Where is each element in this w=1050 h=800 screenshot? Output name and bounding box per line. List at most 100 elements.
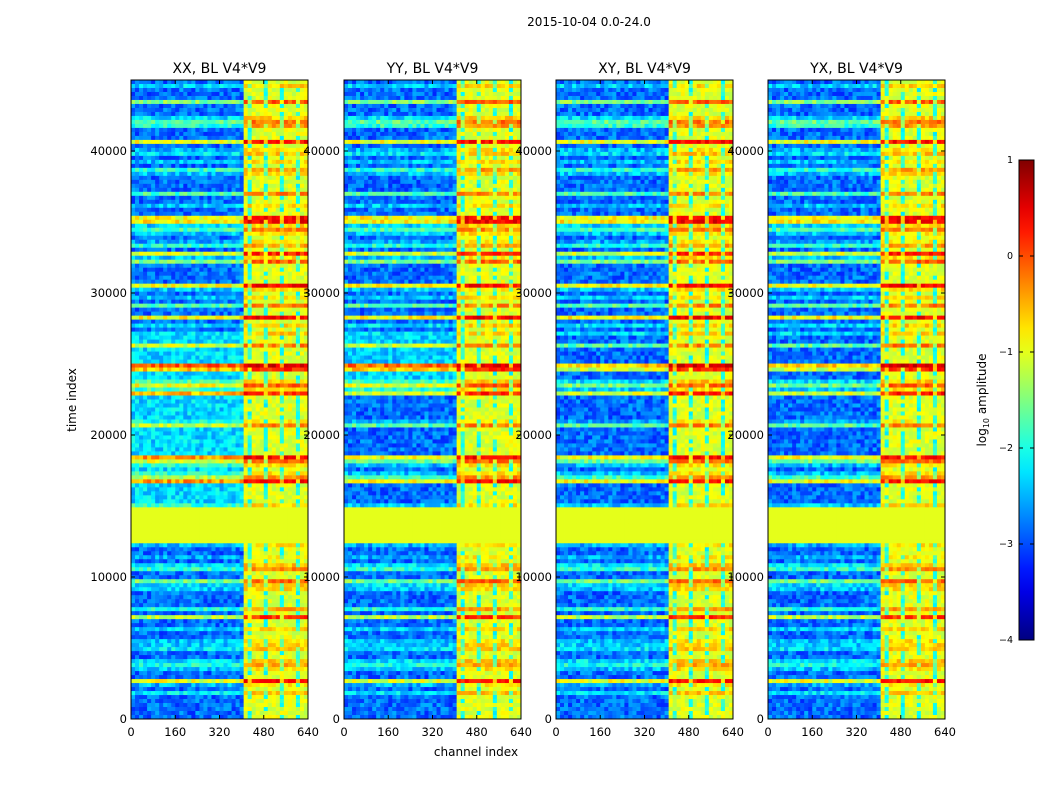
heatmap-cell (151, 339, 156, 344)
heatmap-cell (239, 115, 245, 121)
heatmap-cell (267, 275, 273, 281)
heatmap-cell (291, 295, 297, 301)
heatmap-cell (227, 159, 232, 165)
heatmap-cell (243, 155, 249, 161)
heatmap-cell (183, 179, 188, 185)
heatmap-cell (159, 223, 164, 229)
heatmap-cell (283, 151, 289, 157)
heatmap-cell (151, 275, 156, 281)
heatmap-cell (135, 211, 140, 217)
heatmap-cell (299, 367, 305, 372)
heatmap-cell (167, 515, 172, 520)
heatmap-cell (247, 219, 253, 225)
heatmap-cell (203, 503, 208, 508)
heatmap-cell (215, 183, 220, 189)
heatmap-cell (239, 215, 245, 221)
heatmap-cell (275, 155, 281, 161)
heatmap-cell (287, 311, 293, 317)
heatmap-cell (143, 499, 148, 504)
heatmap-cell (299, 371, 305, 376)
heatmap-cell (275, 347, 281, 352)
heatmap-cell (259, 211, 265, 217)
heatmap-cell (131, 263, 136, 269)
heatmap-cell (263, 419, 269, 424)
heatmap-cell (175, 267, 180, 273)
heatmap-cell (223, 267, 228, 273)
heatmap-cell (219, 83, 224, 89)
heatmap-cell (207, 80, 212, 85)
heatmap-cell (227, 315, 232, 321)
heatmap-cell (259, 435, 265, 440)
heatmap-cell (247, 187, 253, 193)
heatmap-cell (183, 123, 188, 129)
heatmap-cell (231, 119, 236, 125)
heatmap-cell (227, 455, 232, 460)
heatmap-cell (163, 115, 168, 121)
heatmap-cell (231, 80, 236, 85)
heatmap-cell (275, 487, 281, 492)
heatmap-cell (231, 87, 236, 93)
heatmap-cell (271, 143, 277, 149)
heatmap-cell (259, 295, 265, 301)
heatmap-cell (159, 455, 164, 460)
heatmap-cell (163, 311, 168, 317)
heatmap-cell (247, 99, 253, 105)
heatmap-cell (251, 311, 257, 317)
heatmap-cell (219, 531, 224, 536)
heatmap-cell (251, 447, 257, 452)
heatmap-cell (143, 143, 148, 149)
heatmap-cell (195, 115, 200, 121)
heatmap-cell (287, 171, 293, 177)
heatmap-cell (175, 495, 180, 500)
heatmap-cell (251, 387, 257, 392)
heatmap-cell (203, 143, 208, 149)
heatmap-cell (175, 115, 180, 121)
heatmap-cell (283, 299, 289, 305)
heatmap-cell (275, 467, 281, 472)
heatmap-cell (143, 527, 148, 532)
heatmap-cell (291, 203, 297, 209)
heatmap-cell (291, 403, 297, 408)
heatmap-cell (211, 403, 216, 408)
heatmap-cell (251, 223, 257, 229)
heatmap-cell (235, 263, 241, 269)
heatmap-cell (279, 247, 285, 253)
heatmap-cell (255, 227, 261, 233)
heatmap-cell (295, 279, 301, 285)
heatmap-cell (299, 495, 305, 500)
heatmap-cell (219, 291, 224, 297)
heatmap-cell (147, 407, 152, 412)
heatmap-cell (187, 239, 192, 245)
heatmap-cell (191, 299, 196, 305)
heatmap-cell (303, 199, 308, 205)
heatmap-cell (171, 395, 176, 400)
heatmap-cell (147, 527, 152, 532)
heatmap-cell (235, 515, 241, 520)
heatmap-cell (243, 91, 249, 97)
heatmap-cell (255, 327, 261, 332)
heatmap-cell (195, 511, 200, 516)
heatmap-cell (283, 279, 289, 285)
heatmap-cell (275, 379, 281, 384)
heatmap-cell (155, 471, 160, 476)
heatmap-cell (303, 283, 308, 289)
heatmap-cell (139, 351, 144, 356)
heatmap-cell (223, 299, 228, 305)
heatmap-cell (143, 447, 148, 452)
heatmap-cell (151, 515, 156, 520)
heatmap-cell (191, 435, 196, 440)
heatmap-cell (131, 515, 136, 520)
heatmap-cell (279, 215, 285, 221)
heatmap-cell (271, 343, 277, 348)
heatmap-cell (275, 479, 281, 484)
heatmap-cell (191, 411, 196, 416)
heatmap-cell (187, 455, 192, 460)
heatmap-cell (303, 227, 308, 233)
heatmap-cell (267, 479, 273, 484)
heatmap-cell (235, 443, 241, 448)
heatmap-cell (175, 447, 180, 452)
heatmap-cell (163, 315, 168, 321)
heatmap-cell (243, 339, 249, 344)
heatmap-cell (283, 375, 289, 380)
heatmap-cell (135, 351, 140, 356)
